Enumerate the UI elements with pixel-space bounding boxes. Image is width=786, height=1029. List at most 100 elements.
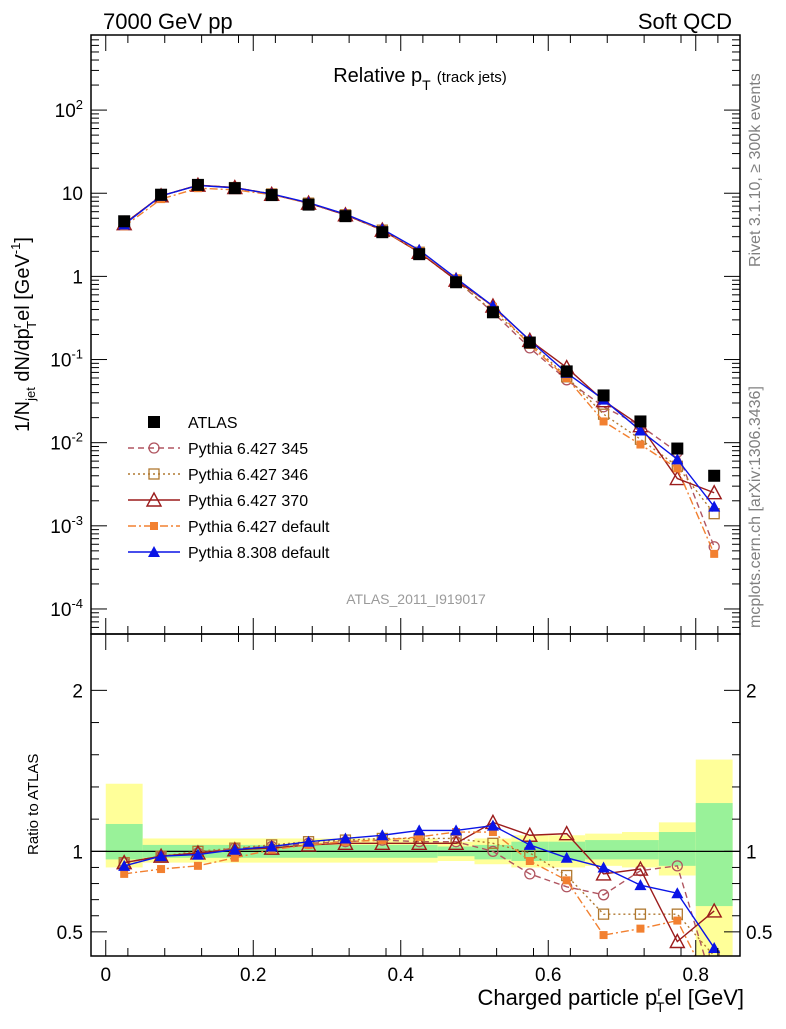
data-point [413, 248, 426, 261]
main-title-note: (track jets) [437, 69, 507, 86]
ratio-band-green [585, 840, 622, 860]
legend-marker [148, 468, 160, 480]
main-title: Relative pT (track jets) [333, 65, 507, 93]
ratio-y-tick-label-left: 2 [72, 681, 83, 702]
data-point [191, 178, 204, 191]
legend-marker [145, 491, 163, 507]
ratio-plot [116, 813, 723, 956]
main-y-tick-label: 10-3 [50, 513, 83, 538]
data-point [302, 198, 315, 211]
series-line [123, 184, 715, 515]
ratio-point [488, 828, 497, 837]
ratio-point [230, 853, 239, 862]
legend-marker [148, 546, 160, 557]
ratio-point [193, 861, 202, 870]
ratio-point [191, 848, 204, 860]
main-y-tick-label: 10-2 [50, 430, 83, 455]
data-point [599, 417, 608, 426]
data-point [634, 424, 647, 436]
main-y-tick-label: 10 [62, 184, 83, 205]
data-point [560, 365, 573, 378]
x-tick-label: 0.2 [240, 965, 266, 986]
data-point [636, 440, 645, 449]
legend-label: Pythia 6.427 370 [188, 493, 308, 510]
data-point [671, 453, 684, 465]
main-title-text: Relative p [333, 65, 422, 87]
ratio-point [706, 902, 723, 918]
data-point [118, 215, 131, 228]
ratio-point [339, 832, 352, 844]
data-point [265, 189, 278, 202]
ratio-point [157, 865, 166, 874]
main-y-tick-label: 10-1 [50, 347, 83, 372]
data-point [708, 469, 721, 482]
data-point [634, 415, 647, 428]
data-point [486, 306, 499, 319]
ratio-y-tick-label-right: 1 [746, 842, 757, 863]
ratio-point [376, 829, 389, 841]
ratio-band-green [105, 823, 143, 860]
main-ylabel: 1/Njet dN/dprTel [GeV-1] [8, 237, 39, 432]
x-tick-label: 0 [100, 965, 111, 986]
data-point [562, 373, 571, 382]
series-line [123, 184, 715, 508]
legend-label: Pythia 6.427 346 [188, 467, 308, 484]
legend-label: Pythia 6.427 default [188, 519, 330, 536]
ratio-band-green [695, 803, 733, 907]
ratio-point [636, 924, 645, 933]
main-y-tick-label: 102 [55, 97, 83, 122]
legend-marker [150, 522, 158, 530]
data-point [669, 470, 686, 486]
ratio-point [411, 834, 428, 850]
ratio-point [595, 865, 612, 881]
series-line [123, 184, 715, 548]
series-line [123, 187, 715, 555]
main-y-tick-label: 10-4 [50, 596, 83, 621]
header-left: 7000 GeV pp [103, 9, 233, 34]
x-tick-label: 0.4 [388, 965, 415, 986]
legend-marker [148, 442, 160, 454]
ratio-point [671, 860, 683, 872]
ratio-point [447, 834, 465, 850]
header-right: Soft QCD [638, 9, 732, 34]
rivet-label: Rivet 3.1.10, ≥ 300k events [747, 73, 764, 267]
data-point [706, 484, 723, 500]
main-y-tick-label: 1 [72, 267, 83, 288]
data-point [673, 464, 682, 473]
ratio-point [525, 857, 534, 866]
ratio-point [413, 824, 426, 836]
ratio-band-green [622, 840, 659, 860]
ratio-point [415, 832, 424, 841]
ratio-point [155, 850, 168, 862]
ratio-point [118, 859, 131, 871]
ratio-point [524, 868, 536, 880]
watermark: ATLAS_2011_I919017 [346, 591, 486, 607]
ratio-point [560, 851, 573, 863]
ratio-point [487, 845, 499, 857]
ratio-y-tick-label-left: 0.5 [57, 923, 83, 944]
ratio-point [708, 941, 721, 953]
data-point [523, 336, 536, 349]
legend-label: Pythia 6.427 345 [188, 441, 308, 458]
data-point [671, 442, 684, 455]
ratio-point [562, 876, 571, 885]
ratio-point [302, 835, 315, 847]
data-point [155, 188, 168, 201]
ratio-point [597, 889, 610, 901]
ratio-point [634, 908, 647, 920]
ratio-y-tick-label-right: 2 [746, 681, 757, 702]
ratio-point [558, 825, 575, 841]
ratio-point [523, 838, 536, 850]
x-tick-label: 0.8 [683, 965, 709, 986]
ratio-series-line [124, 831, 697, 956]
data-point [376, 226, 389, 239]
data-point [710, 549, 719, 558]
data-point [708, 500, 721, 512]
ratio-frame [90, 633, 741, 957]
ratio-point [597, 908, 610, 920]
data-point [597, 389, 610, 402]
axes: 0 0.2 0.4 0.6 0.8 10-4 10-3 10-2 10-1 1 10 102 0.5 0.… [50, 34, 772, 986]
ratio-point [486, 819, 499, 831]
